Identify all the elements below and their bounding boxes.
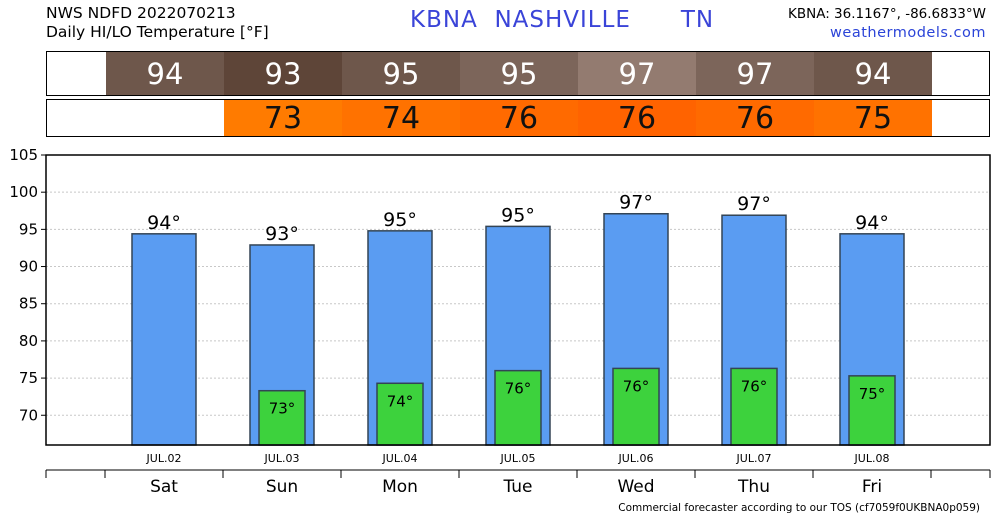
y-tick-label-105: 105 <box>9 146 38 164</box>
station-title: KBNA NASHVILLE TN <box>410 7 714 33</box>
high-label-JUL.07: 97° <box>737 193 771 215</box>
x-day-label-Wed: Wed <box>617 477 654 497</box>
low-bar-JUL.08 <box>848 375 896 446</box>
low-bar-JUL.06 <box>612 367 660 446</box>
low-strip-cell-JUL.06: 76 <box>578 100 696 136</box>
plot-frame <box>45 154 991 446</box>
low-strip-cell-JUL.05: 76 <box>460 100 578 136</box>
y-tick-label-70: 70 <box>19 406 38 424</box>
low-label-JUL.05: 76° <box>505 380 532 398</box>
low-label-JUL.06: 76° <box>623 377 650 395</box>
x-day-label-Tue: Tue <box>502 477 532 497</box>
low-bar-JUL.05 <box>494 369 542 446</box>
y-tick-label-85: 85 <box>19 295 38 313</box>
high-strip-cell-JUL.06: 97 <box>578 52 696 95</box>
y-tick-label-90: 90 <box>19 258 38 276</box>
station-code: KBNA <box>410 7 478 33</box>
high-strip-cell-JUL.05: 95 <box>460 52 578 95</box>
low-label-JUL.03: 73° <box>269 400 296 418</box>
y-tick-label-80: 80 <box>19 332 38 350</box>
high-label-JUL.02: 94° <box>147 212 181 234</box>
y-tick-label-95: 95 <box>19 220 38 238</box>
station-city: NASHVILLE <box>494 7 631 33</box>
low-strip-cell-JUL.07: 76 <box>696 100 814 136</box>
station-state: TN <box>680 7 715 33</box>
station-coordinates: KBNA: 36.1167°, -86.6833°W <box>787 6 986 22</box>
x-day-label-Thu: Thu <box>737 477 770 497</box>
x-date-label-JUL.05: JUL.05 <box>500 452 536 465</box>
high-bar-JUL.02 <box>131 233 197 446</box>
low-strip-cell-JUL.04: 74 <box>342 100 460 136</box>
high-label-JUL.03: 93° <box>265 223 299 245</box>
site-link[interactable]: weathermodels.com <box>830 25 986 41</box>
x-date-label-JUL.02: JUL.02 <box>146 452 182 465</box>
low-strip-cell-JUL.08: 75 <box>814 100 932 136</box>
low-temp-series: 73° 74° 76° 76° 76° 75° <box>258 367 896 446</box>
high-temp-strip: 94 93 95 95 97 97 94 <box>46 51 990 96</box>
high-strip-cell-JUL.04: 95 <box>342 52 460 95</box>
high-strip-cell-JUL.02: 94 <box>106 52 224 95</box>
high-label-JUL.06: 97° <box>619 192 653 214</box>
low-bar-JUL.03 <box>258 389 306 446</box>
high-label-JUL.04: 95° <box>383 209 417 231</box>
high-strip-cell-JUL.08: 94 <box>814 52 932 95</box>
chart-header-left: NWS NDFD 2022070213 Daily HI/LO Temperat… <box>46 4 269 42</box>
low-label-JUL.07: 76° <box>741 377 768 395</box>
x-date-label-JUL.08: JUL.08 <box>854 452 890 465</box>
model-run-label: NWS NDFD 2022070213 <box>46 4 236 22</box>
x-day-label-Fri: Fri <box>862 477 882 497</box>
x-day-label-Mon: Mon <box>382 477 418 497</box>
x-day-label-Sun: Sun <box>266 477 298 497</box>
low-strip-cell-JUL.02 <box>106 100 224 136</box>
low-label-JUL.04: 74° <box>387 392 414 410</box>
low-bar-JUL.04 <box>376 382 424 446</box>
x-date-label-JUL.04: JUL.04 <box>382 452 418 465</box>
x-date-label-JUL.06: JUL.06 <box>618 452 654 465</box>
footer-note: Commercial forecaster according to our T… <box>618 502 980 514</box>
x-date-label-JUL.03: JUL.03 <box>264 452 300 465</box>
product-title: Daily HI/LO Temperature [°F] <box>46 23 269 41</box>
high-label-JUL.05: 95° <box>501 204 535 226</box>
chart-header-right: KBNA: 36.1167°, -86.6833°W weathermodels… <box>788 5 986 43</box>
low-temp-strip: 73 74 76 76 76 75 <box>46 99 990 137</box>
high-strip-cell-JUL.07: 97 <box>696 52 814 95</box>
y-tick-label-100: 100 <box>9 183 38 201</box>
x-axis: JUL.02 Sat JUL.03 Sun JUL.04 Mon JUL.05 Tue JUL.… <box>45 452 991 497</box>
high-label-JUL.08: 94° <box>855 212 889 234</box>
high-strip-cell-JUL.03: 93 <box>224 52 342 95</box>
low-label-JUL.08: 75° <box>859 385 886 403</box>
y-tick-label-75: 75 <box>19 369 38 387</box>
x-date-label-JUL.07: JUL.07 <box>736 452 772 465</box>
low-strip-cell-JUL.03: 73 <box>224 100 342 136</box>
x-day-label-Sat: Sat <box>150 477 178 497</box>
